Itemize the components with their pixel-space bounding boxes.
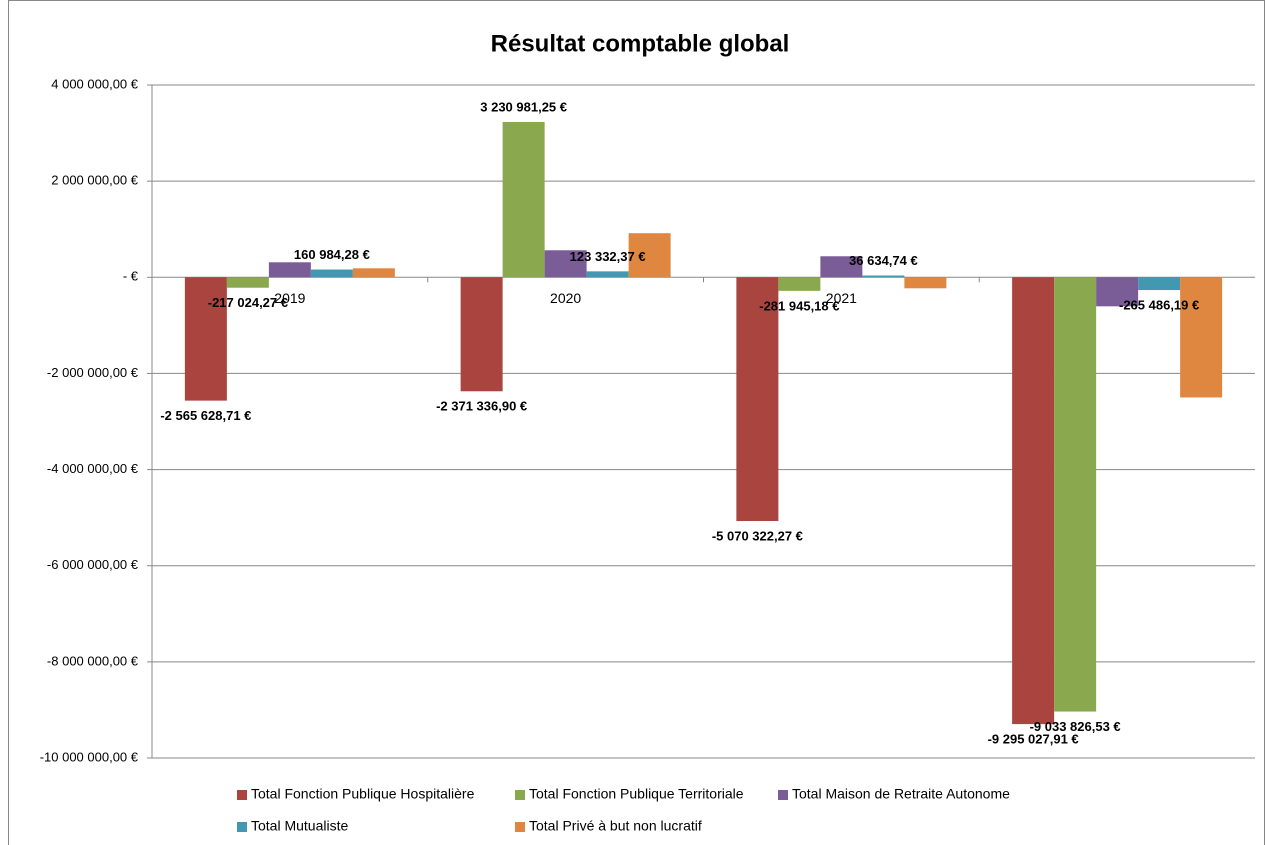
bar [1180, 277, 1223, 398]
legend-swatch [515, 822, 525, 832]
legend-swatch [237, 822, 247, 832]
bar [736, 277, 779, 522]
legend-swatch [778, 790, 788, 800]
bar [586, 271, 629, 278]
y-tick-label: 4 000 000,00 € [51, 76, 139, 91]
y-tick-label: - € [123, 269, 139, 284]
legend-label: Total Fonction Publique Territoriale [529, 786, 744, 802]
legend-swatch [237, 790, 247, 800]
x-tick-label: 2019 [274, 290, 305, 306]
value-label: -5 070 322,27 € [712, 528, 803, 543]
y-tick-label: -8 000 000,00 € [47, 653, 139, 668]
y-tick-label: -4 000 000,00 € [47, 461, 139, 476]
legend-label: Total Maison de Retraite Autonome [792, 786, 1010, 802]
bar [820, 256, 863, 278]
legend-label: Total Mutualiste [251, 818, 348, 834]
chart-title: Résultat comptable global [491, 30, 790, 57]
legend-swatch [515, 790, 525, 800]
bar [778, 277, 821, 291]
bar [1054, 277, 1097, 712]
bar [1012, 277, 1055, 725]
bar [544, 250, 587, 278]
value-label: 160 984,28 € [294, 247, 370, 262]
value-label: -2 371 336,90 € [436, 399, 527, 414]
bar [502, 121, 545, 278]
bar [184, 277, 227, 401]
y-tick-label: -2 000 000,00 € [47, 365, 139, 380]
legend-label: Total Privé à but non lucratif [529, 818, 702, 834]
bar [1096, 277, 1139, 307]
value-label: -9 295 027,91 € [988, 732, 1079, 747]
bar [226, 277, 269, 288]
bar [904, 277, 947, 289]
bar [628, 233, 671, 278]
y-tick-label: -10 000 000,00 € [40, 749, 139, 764]
bar [460, 277, 503, 392]
y-tick-label: 2 000 000,00 € [51, 173, 139, 188]
y-tick-label: -6 000 000,00 € [47, 557, 139, 572]
value-label: -281 945,18 € [759, 298, 839, 313]
value-label: -2 565 628,71 € [160, 408, 251, 423]
value-label: -265 486,19 € [1119, 297, 1199, 312]
value-label: 36 634,74 € [849, 253, 918, 268]
bar [352, 268, 395, 278]
bar [862, 275, 905, 278]
value-label: 3 230 981,25 € [480, 99, 567, 114]
value-label: -9 033 826,53 € [1030, 719, 1121, 734]
bar [310, 269, 353, 278]
legend-label: Total Fonction Publique Hospitalière [251, 786, 475, 802]
value-label: -217 024,27 € [208, 295, 288, 310]
bar [1138, 277, 1181, 291]
x-tick-label: 2021 [826, 290, 857, 306]
bar [268, 262, 311, 278]
value-label: 123 332,37 € [570, 249, 646, 264]
x-tick-label: 2020 [550, 290, 581, 306]
